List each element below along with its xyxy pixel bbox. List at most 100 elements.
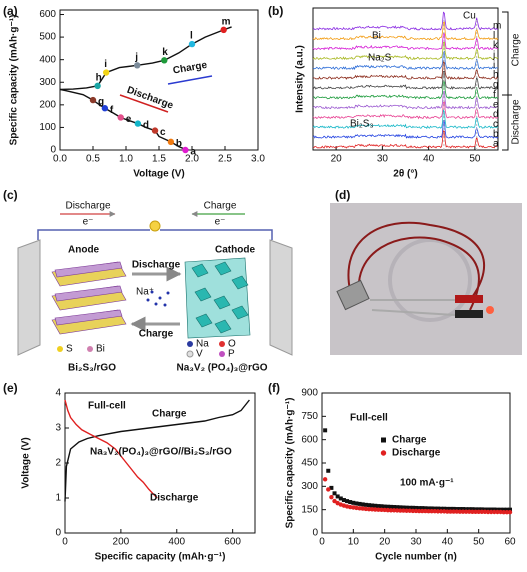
xrd-pattern	[312, 32, 499, 51]
clip	[455, 310, 483, 318]
marker	[507, 509, 513, 515]
x-tick-label: 0.0	[53, 154, 67, 165]
marker	[329, 495, 334, 500]
marker	[392, 505, 397, 510]
marker	[435, 509, 441, 514]
marker	[416, 508, 422, 514]
point	[188, 40, 196, 48]
y-tick-label: 100	[39, 122, 56, 133]
point	[167, 138, 175, 146]
legend-label: Bi	[96, 344, 105, 355]
guide	[167, 75, 213, 85]
marker	[382, 504, 387, 509]
marker	[482, 509, 488, 515]
marker	[404, 505, 409, 510]
marker	[454, 509, 459, 514]
legend-label: S	[66, 344, 73, 355]
marker	[373, 503, 378, 508]
x-tick-label: 20	[331, 154, 343, 165]
point-label: e	[126, 114, 132, 125]
marker	[470, 509, 475, 515]
point	[117, 114, 124, 121]
marker	[486, 507, 491, 512]
marker	[439, 506, 444, 511]
marker	[426, 506, 431, 511]
marker	[504, 509, 510, 515]
marker	[329, 485, 334, 490]
marker	[401, 508, 406, 513]
marker	[463, 509, 469, 514]
marker	[357, 501, 362, 506]
panel-labels: (a) (b) (c) (d) (e) (f)	[3, 4, 350, 395]
panel-label: (f)	[268, 381, 280, 395]
marker	[382, 507, 387, 513]
panel-label: (d)	[335, 188, 350, 202]
legend-dot	[87, 346, 93, 352]
marker	[407, 505, 412, 510]
point	[151, 127, 159, 134]
legend-label: j	[492, 50, 495, 61]
y-tick-label: 600	[39, 9, 56, 20]
marker	[388, 508, 394, 513]
xrd-pattern	[312, 50, 499, 71]
line	[59, 26, 232, 91]
x-tick-label: 2.0	[185, 154, 199, 165]
cell	[336, 279, 370, 311]
legend-label: m	[493, 20, 501, 31]
marker	[385, 507, 390, 513]
point	[89, 96, 97, 104]
y-tick-label: 150	[301, 504, 318, 515]
marker	[373, 507, 378, 512]
y-tick-label: 300	[39, 77, 56, 88]
marker	[429, 506, 434, 511]
marker	[438, 509, 444, 514]
marker	[508, 507, 512, 512]
x-tick-label: 10	[348, 537, 360, 548]
led	[486, 306, 494, 314]
y-tick-label: 400	[39, 54, 56, 65]
marker	[470, 507, 475, 512]
marker	[498, 509, 503, 515]
marker	[410, 508, 416, 514]
marker	[482, 507, 487, 512]
carrier-label: e⁻	[83, 217, 94, 228]
y-axis-label: Intensity (a.u.)	[295, 45, 306, 113]
marker	[435, 506, 440, 511]
legend-label: Na	[196, 339, 209, 350]
clip	[455, 295, 483, 303]
point	[134, 62, 141, 69]
marker	[460, 509, 466, 514]
legend-label: c	[493, 119, 498, 130]
marker	[473, 507, 478, 512]
marker	[504, 507, 509, 512]
material-label: Bi₂S₃/rGO	[68, 363, 116, 374]
marker	[363, 502, 368, 507]
annotation: Na₂S	[368, 53, 392, 64]
battery-diagram: Discharge e⁻ Charge e⁻ Anode Cathode Dis…	[5, 201, 300, 375]
xrd-pattern	[312, 60, 499, 80]
y-axis-label: Specific capacity (mAh·g⁻¹)	[9, 15, 20, 146]
y-axis-label: Specific capacity (mAh·g⁻¹)	[285, 398, 296, 529]
marker	[476, 507, 481, 512]
point-label: h	[96, 73, 102, 84]
phase-label: Discharge	[511, 99, 522, 144]
xrd-pattern	[312, 70, 499, 90]
bracket	[502, 11, 512, 151]
marker	[335, 494, 340, 499]
point	[94, 82, 101, 90]
flow-label: Charge	[139, 329, 174, 340]
marker	[457, 509, 463, 514]
legend-marker	[381, 437, 386, 443]
phase-label: Charge	[511, 33, 522, 66]
x-tick-label: 0	[62, 537, 68, 548]
material-label: Na₃V₂ (PO₄)₃@rGO	[177, 363, 268, 374]
marker	[461, 507, 465, 512]
annotation: Full-cell	[350, 413, 388, 424]
annotation: Bi	[372, 31, 381, 42]
xrd-pattern	[312, 130, 498, 149]
x-tick-label: 20	[379, 537, 391, 548]
y-tick-label: 0	[50, 145, 56, 156]
legend-label: i	[493, 60, 495, 71]
point	[182, 146, 189, 154]
legend-marker	[380, 450, 387, 456]
